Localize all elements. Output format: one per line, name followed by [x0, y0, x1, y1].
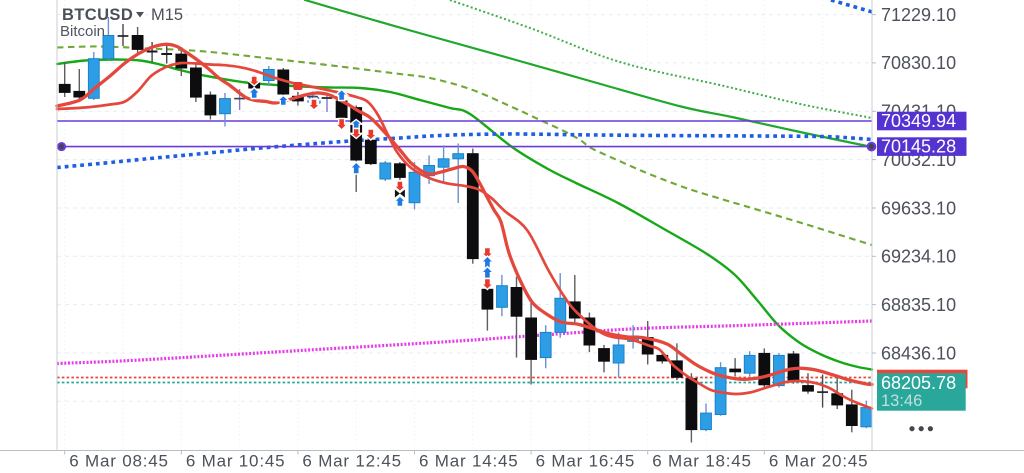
svg-text:70830.10: 70830.10	[881, 53, 956, 73]
svg-text:70145.28: 70145.28	[881, 137, 956, 157]
svg-text:68205.78: 68205.78	[881, 373, 956, 393]
svg-text:6 Mar 10:45: 6 Mar 10:45	[186, 452, 286, 471]
svg-text:69234.10: 69234.10	[881, 247, 956, 267]
svg-text:70349.94: 70349.94	[881, 111, 956, 131]
svg-text:6 Mar 20:45: 6 Mar 20:45	[769, 452, 869, 471]
svg-text:BTCUSD: BTCUSD	[62, 6, 133, 24]
svg-text:68835.10: 68835.10	[881, 295, 956, 315]
svg-text:71229.10: 71229.10	[881, 5, 956, 25]
svg-text:Bitcoin: Bitcoin	[60, 23, 105, 40]
svg-text:M15: M15	[151, 6, 183, 24]
svg-text:13:46: 13:46	[881, 392, 922, 410]
svg-text:69633.10: 69633.10	[881, 198, 956, 218]
svg-text:6 Mar 12:45: 6 Mar 12:45	[302, 452, 402, 471]
svg-text:6 Mar 18:45: 6 Mar 18:45	[652, 452, 752, 471]
svg-text:6 Mar 16:45: 6 Mar 16:45	[536, 452, 636, 471]
svg-text:68436.10: 68436.10	[881, 343, 956, 363]
svg-text:6 Mar 14:45: 6 Mar 14:45	[419, 452, 519, 471]
svg-text:6 Mar 08:45: 6 Mar 08:45	[69, 452, 169, 471]
